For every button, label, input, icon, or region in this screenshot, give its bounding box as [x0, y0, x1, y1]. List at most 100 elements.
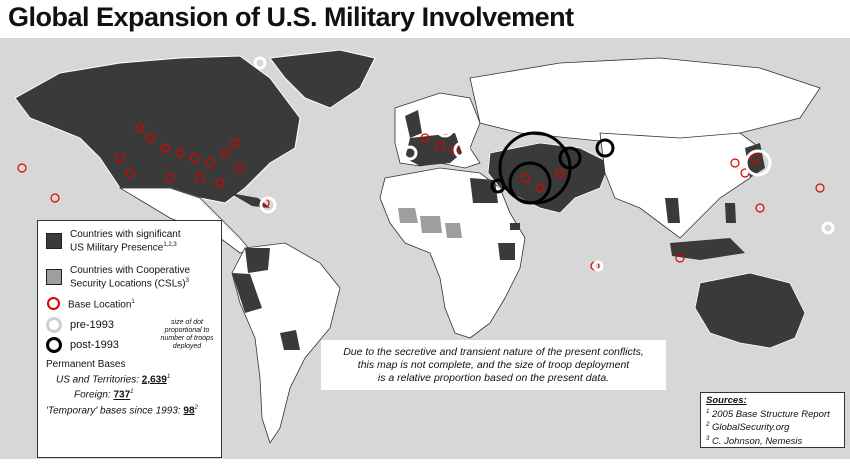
legend-base-location: Base Location1: [46, 297, 135, 310]
map-legend: Countries with significant US Military P…: [37, 220, 222, 458]
source-text: C. Johnson, Nemesis: [711, 435, 803, 447]
source-text: GlobalSecurity.org: [711, 422, 790, 434]
permanent-bases: Permanent Bases US and Territories: 2,63…: [46, 359, 198, 417]
swatch-cooperative: [46, 269, 62, 286]
base-marker: [230, 138, 240, 148]
legend-significant: Countries with significant US Military P…: [46, 229, 181, 253]
base-marker: [220, 148, 230, 158]
region-greenland: [269, 49, 376, 109]
base-marker: [115, 153, 125, 163]
base-marker: [175, 148, 185, 158]
legend-cooperative-sup: 3: [185, 278, 189, 284]
base-marker: [555, 168, 565, 178]
source-item: 2 GlobalSecurity.org: [706, 420, 839, 434]
base-marker: [215, 178, 225, 188]
temporary-label: 'Temporary' bases since 1993:: [46, 404, 181, 416]
world-map-svg: [14, 49, 835, 444]
pre-1993-marker: [253, 56, 267, 70]
pre-1993-marker: [821, 221, 835, 235]
us-territories-row: US and Territories: 2,6391: [46, 371, 198, 386]
region-north-america: [14, 55, 301, 204]
region-djibouti: [510, 223, 520, 230]
us-territories-value: 2,639: [141, 374, 167, 386]
region-australia: [694, 272, 806, 349]
us-territories-label: US and Territories:: [56, 374, 139, 386]
region-colombia: [245, 248, 270, 273]
region-western-europe: [405, 133, 462, 166]
legend-cooperative: Countries with Cooperative Security Loca…: [46, 265, 190, 289]
region-indonesia: [670, 238, 745, 260]
legend-base-sup: 1: [131, 299, 135, 305]
permanent-bases-heading: Permanent Bases: [46, 359, 126, 370]
post-1993-markers: [490, 131, 615, 205]
region-thailand: [665, 198, 680, 223]
note-line-1: Due to the secretive and transient natur…: [343, 345, 644, 358]
post-1993-marker: [558, 146, 582, 170]
source-item: 1 2005 Base Structure Report: [706, 407, 839, 421]
base-marker: [160, 143, 170, 153]
disclaimer-note: Due to the secretive and transient natur…: [321, 340, 666, 390]
foreign-row: Foreign: 7371: [46, 386, 198, 401]
region-csl-africa-3: [445, 223, 462, 238]
source-sup: 2: [706, 422, 710, 429]
us-territories-sup: 1: [166, 374, 171, 380]
post-1993-icon: [46, 337, 62, 353]
source-item: 3 C. Johnson, Nemesis: [706, 434, 839, 448]
base-marker: [190, 153, 200, 163]
pre-1993-marker: [453, 141, 471, 159]
base-marker: [195, 173, 205, 183]
base-marker: [145, 133, 155, 143]
base-marker: [125, 168, 135, 178]
source-text: 2005 Base Structure Report: [711, 408, 830, 420]
source-sup: 1: [706, 408, 710, 415]
base-marker: [420, 133, 430, 143]
temporary-value: 98: [183, 404, 195, 416]
base-marker: [675, 253, 685, 263]
base-marker: [755, 203, 765, 213]
sources-heading: Sources:: [706, 395, 747, 406]
temporary-row: 'Temporary' bases since 1993: 982: [46, 402, 198, 417]
legend-significant-label2: US Military Presence: [70, 242, 164, 254]
region-uk: [405, 110, 422, 138]
foreign-label: Foreign:: [74, 389, 111, 401]
region-africa: [379, 167, 526, 339]
map-title: Global Expansion of U.S. Military Involv…: [8, 2, 574, 32]
swatch-significant: [46, 233, 62, 250]
pre-1993-marker: [402, 145, 418, 161]
base-marker: [205, 158, 215, 168]
base-location-cluster: [17, 123, 825, 271]
pre-1993-marker: [435, 118, 455, 138]
region-kenya: [498, 243, 515, 260]
base-location-icon: [47, 297, 60, 311]
temporary-sup: 2: [194, 404, 198, 411]
base-marker: [135, 123, 145, 133]
pre-1993-markers: [253, 56, 835, 272]
legend-pre-1993-label: pre-1993: [70, 318, 115, 331]
source-sup: 3: [706, 435, 710, 442]
pre-1993-marker: [744, 149, 772, 177]
legend-post-1993: post-1993: [46, 337, 119, 353]
post-1993-marker: [508, 161, 552, 205]
post-1993-marker: [490, 178, 506, 194]
world-map: Countries with significant US Military P…: [0, 38, 850, 459]
legend-cooperative-label1: Countries with Cooperative: [70, 265, 191, 276]
base-marker: [17, 163, 27, 173]
foreign-value: 737: [113, 389, 131, 401]
base-marker: [435, 141, 445, 151]
note-line-2: this map is not complete, and the size o…: [357, 358, 630, 371]
legend-pre-1993: pre-1993: [46, 317, 114, 333]
note-line-3: is a relative proportion based on the pr…: [377, 371, 610, 384]
region-philippines: [725, 203, 736, 223]
region-csl-africa-2: [420, 216, 442, 233]
pre-1993-icon: [46, 317, 62, 333]
region-paraguay: [280, 330, 300, 350]
legend-significant-sup: 1,2,3: [163, 242, 177, 248]
base-marker: [750, 153, 760, 163]
post-1993-marker: [595, 138, 615, 158]
legend-base-label: Base Location: [68, 299, 132, 311]
legend-post-1993-label: post-1993: [70, 338, 119, 351]
base-marker: [50, 193, 60, 203]
base-marker: [535, 183, 545, 193]
base-marker: [520, 173, 530, 183]
sources-box: Sources: 1 2005 Base Structure Report 2 …: [700, 392, 845, 448]
